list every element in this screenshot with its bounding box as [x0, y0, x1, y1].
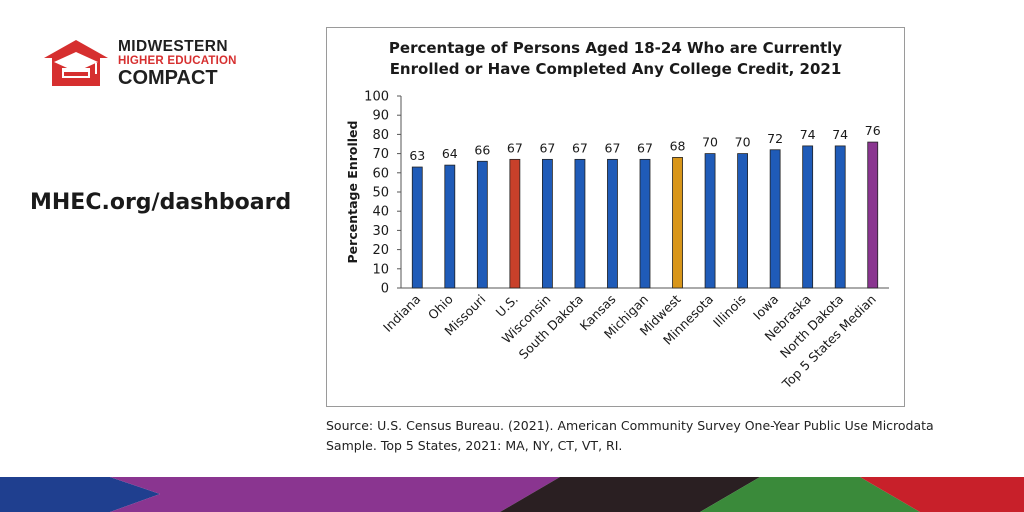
bar — [737, 153, 749, 289]
data-label: 63 — [409, 148, 425, 163]
y-tick-label: 50 — [372, 186, 389, 201]
data-label: 70 — [702, 135, 718, 150]
band-blue — [0, 477, 160, 512]
data-label: 67 — [605, 140, 621, 155]
bar — [639, 158, 651, 289]
data-label: 68 — [670, 138, 686, 153]
data-label: 67 — [572, 140, 588, 155]
data-label: 67 — [507, 140, 523, 155]
bar — [541, 158, 553, 289]
y-tick-label: 20 — [372, 243, 389, 258]
y-tick-label: 70 — [372, 147, 389, 162]
x-tick-label: Indiana — [380, 292, 423, 335]
chart-title: Percentage of Persons Aged 18-24 Who are… — [327, 38, 904, 80]
x-tick-label: Illinois — [710, 292, 749, 331]
y-tick-label: 10 — [372, 262, 389, 277]
logo-line-3: COMPACT — [118, 67, 218, 89]
band-green — [700, 477, 920, 512]
logo-line-1: MIDWESTERN — [118, 38, 228, 55]
bar-chart: 0 10 20 30 40 50 60 70 80 90 100 Percentage Enrolle… — [345, 90, 889, 392]
data-label: 72 — [767, 131, 783, 146]
bar — [607, 158, 618, 289]
bar — [411, 166, 423, 289]
y-axis-title: Percentage Enrolled — [345, 121, 360, 264]
data-label: 74 — [800, 127, 816, 142]
bar — [476, 160, 488, 289]
bar — [704, 153, 716, 289]
logo-line-2: HIGHER EDUCATION — [118, 55, 237, 67]
bar — [672, 157, 683, 289]
data-label: 70 — [735, 135, 751, 150]
data-label: 67 — [637, 140, 653, 155]
mhec-logo: MIDWESTERN HIGHER EDUCATION COMPACT — [40, 38, 240, 90]
data-label: 66 — [474, 142, 490, 157]
footer-color-band — [0, 477, 1024, 512]
y-tick-label: 100 — [364, 90, 389, 105]
source-line-1: Source: U.S. Census Bureau. (2021). Amer… — [326, 418, 934, 433]
data-label: 67 — [539, 140, 555, 155]
band-dark — [500, 477, 760, 512]
bar — [867, 141, 879, 289]
x-tick-label: U.S. — [493, 292, 521, 320]
y-tick-label: 0 — [381, 282, 389, 297]
data-label: 76 — [865, 123, 881, 138]
data-label: 74 — [832, 127, 848, 142]
chart-container: Percentage of Persons Aged 18-24 Who are… — [326, 27, 905, 407]
bar — [834, 145, 846, 289]
y-tick-label: 60 — [372, 166, 389, 181]
data-label: 64 — [442, 146, 458, 161]
bar — [444, 164, 456, 289]
bar — [769, 149, 781, 289]
bar — [802, 145, 814, 289]
bar — [509, 158, 521, 289]
band-purple — [110, 477, 560, 512]
website-link[interactable]: MHEC.org/dashboard — [30, 190, 292, 215]
y-tick-label: 80 — [372, 128, 389, 143]
source-note: Source: U.S. Census Bureau. (2021). Amer… — [326, 416, 966, 456]
y-tick-label: 90 — [372, 109, 389, 124]
y-tick-label: 40 — [372, 205, 389, 220]
band-red — [860, 477, 1024, 512]
graduation-cap-house-icon — [44, 40, 108, 86]
chart-title-line-1: Percentage of Persons Aged 18-24 Who are… — [388, 39, 843, 57]
source-line-2: Sample. Top 5 States, 2021: MA, NY, CT, … — [326, 438, 623, 453]
y-tick-label: 30 — [372, 224, 389, 239]
chart-title-line-2: Enrolled or Have Completed Any College C… — [389, 60, 842, 78]
bar — [574, 158, 586, 289]
